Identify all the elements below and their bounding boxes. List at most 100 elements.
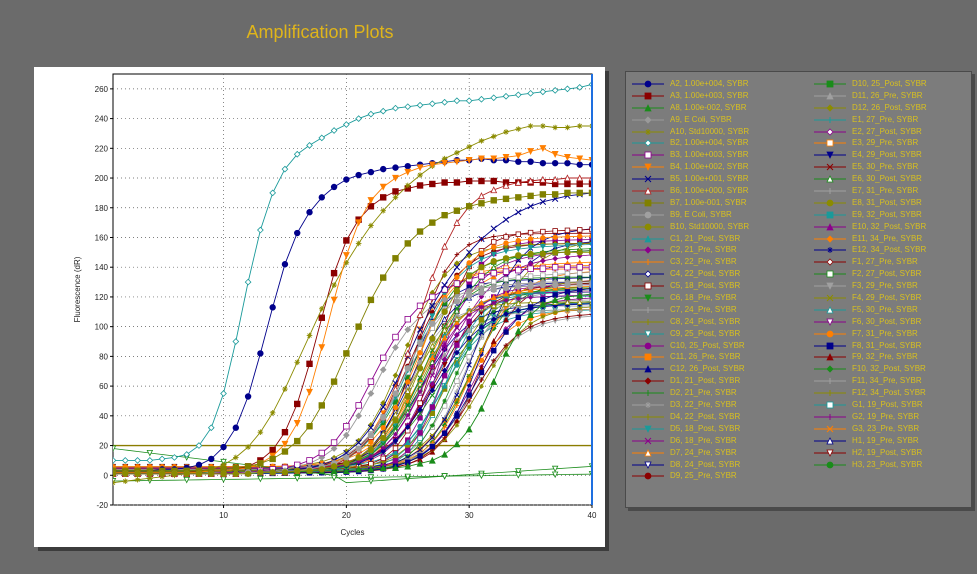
data-point [331, 282, 337, 288]
data-point [454, 324, 460, 329]
x-tick-label: 40 [588, 511, 597, 520]
data-point [539, 250, 547, 258]
data-point [257, 350, 264, 357]
series-line [113, 192, 592, 472]
legend-item-label: F3, 29_Pre, SYBR [852, 281, 918, 291]
data-point [367, 296, 375, 304]
data-point [576, 264, 583, 271]
legend-item-label: G1, 19_Post, SYBR [852, 400, 923, 410]
data-point [540, 228, 546, 235]
data-point [466, 354, 472, 360]
data-point [644, 187, 652, 195]
data-point [330, 269, 338, 277]
data-point [257, 469, 264, 476]
data-point [644, 163, 652, 172]
data-point [404, 326, 412, 333]
data-point [380, 194, 387, 201]
data-point [502, 195, 510, 203]
legend-swatch-icon [814, 127, 846, 136]
legend-swatch-icon [632, 437, 664, 445]
data-point [454, 392, 460, 398]
data-point [527, 250, 534, 258]
legend-swatch-icon [632, 234, 664, 242]
data-point [540, 319, 546, 324]
data-point [355, 454, 362, 461]
legend-swatch-icon [632, 128, 664, 135]
data-point [576, 123, 583, 129]
plot-title: Amplification Plots [246, 22, 394, 42]
data-point [644, 354, 652, 361]
data-point [417, 424, 423, 431]
data-point [478, 293, 485, 300]
data-point [294, 229, 301, 237]
data-point [645, 413, 651, 420]
data-point [644, 139, 652, 148]
data-point [441, 450, 449, 458]
data-point [539, 265, 547, 272]
data-point [355, 402, 362, 409]
legend-panel: A2, 1.00e+004, SYBR A3, 1.00e+003, SYBR A8… [625, 71, 972, 508]
data-point [441, 296, 448, 304]
y-tick-label: 140 [95, 263, 109, 272]
data-point [392, 164, 399, 171]
data-point [551, 151, 559, 158]
data-point [826, 175, 834, 183]
data-point [576, 281, 583, 289]
data-point [576, 180, 583, 188]
data-point [644, 92, 652, 100]
amplification-plot-panel[interactable]: -20 0 20 40 60 80 100 120 140 160 180 200 220 240 260 1… [34, 67, 605, 547]
data-point [826, 330, 834, 338]
data-point [491, 363, 497, 368]
data-point [134, 470, 141, 477]
data-point [441, 211, 448, 219]
data-point [539, 88, 547, 96]
y-tick-label: 240 [95, 115, 109, 124]
legend-swatch-icon [814, 175, 846, 183]
data-point [257, 475, 264, 483]
data-point [416, 164, 424, 172]
legend-swatch-icon [632, 270, 664, 278]
data-point [306, 423, 313, 430]
data-point [644, 377, 652, 385]
data-point [826, 306, 834, 314]
data-point [392, 411, 399, 418]
data-point [134, 476, 141, 483]
data-point [257, 460, 264, 467]
x-axis-title: Cycles [340, 528, 364, 537]
data-point [644, 103, 652, 112]
legend-item-label: D1, 21_Post, SYBR [670, 376, 741, 386]
legend-swatch-icon [632, 103, 664, 112]
legend-swatch-icon [632, 377, 664, 385]
data-point [466, 249, 473, 256]
data-point [588, 189, 592, 197]
data-point [491, 300, 497, 306]
legend-item-label: E5, 30_Pre, SYBR [852, 162, 919, 172]
data-point [479, 305, 484, 310]
legend-item-label: C11, 26_Pre, SYBR [670, 352, 741, 362]
legend-item-label: B7, 1.00e-001, SYBR [670, 197, 747, 207]
data-point [588, 180, 592, 188]
data-point [826, 401, 834, 409]
data-point [245, 444, 251, 450]
data-point [478, 324, 485, 330]
data-point [220, 462, 227, 468]
legend-item-label: D11, 26_Pre, SYBR [852, 90, 923, 100]
data-point [527, 273, 534, 279]
legend-swatch-icon [632, 461, 664, 469]
data-point [516, 296, 521, 301]
legend-item-label: D12, 26_Post, SYBR [852, 102, 927, 112]
data-point [454, 403, 460, 408]
data-point [392, 333, 399, 341]
data-point [527, 177, 535, 185]
data-point [453, 158, 461, 166]
data-point [826, 80, 834, 88]
data-point [539, 198, 547, 205]
y-tick-label: 20 [99, 442, 108, 451]
amplification-chart[interactable]: -20 0 20 40 60 80 100 120 140 160 180 200 220 240 260 1… [34, 67, 605, 547]
data-point [479, 383, 484, 389]
data-point [220, 458, 227, 466]
data-point [441, 473, 448, 480]
data-point [490, 155, 498, 163]
data-point [514, 327, 522, 335]
data-point [417, 435, 423, 441]
